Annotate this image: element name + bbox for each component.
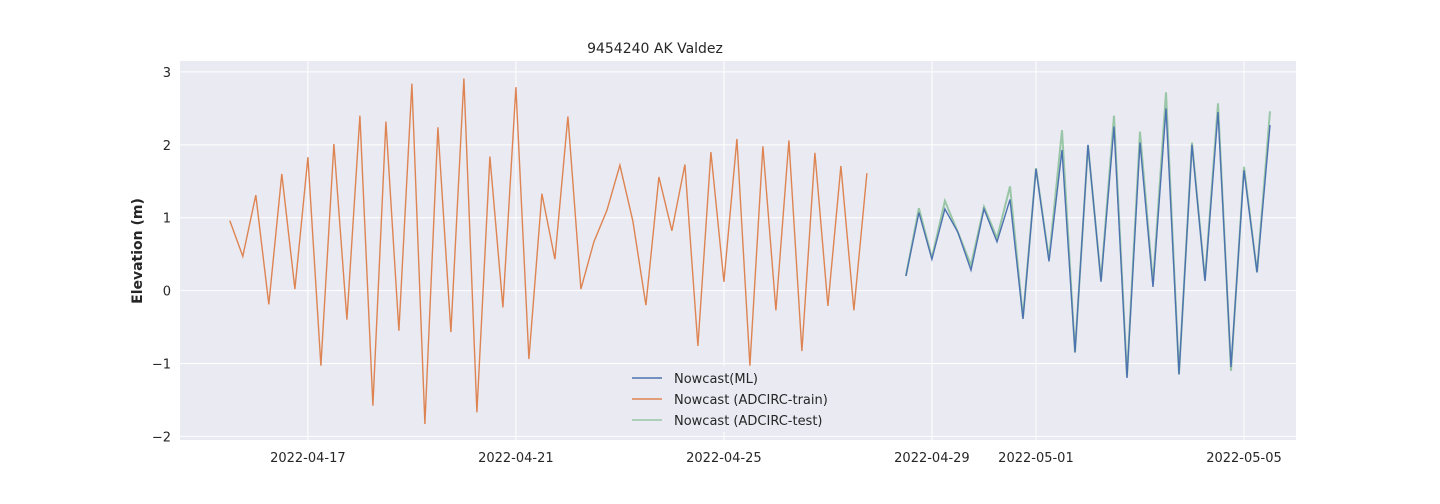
y-tick-label: 1 (163, 212, 171, 227)
grid-lines (180, 61, 1296, 440)
legend-box (621, 366, 852, 432)
legend-label: Nowcast (ADCIRC-train) (674, 393, 828, 408)
y-tick-label: 3 (163, 66, 171, 81)
series-lines (229, 78, 1271, 425)
legend: Nowcast(ML) Nowcast (ADCIRC-train) Nowcast… (621, 366, 852, 432)
x-tick-label: 2022-05-01 (998, 451, 1074, 466)
y-tick-label: −2 (152, 430, 171, 445)
x-tick-label: 2022-04-25 (686, 451, 762, 466)
x-tick-label: 2022-05-05 (1206, 451, 1282, 466)
x-tick-label: 2022-04-21 (478, 451, 554, 466)
y-axis-label: Elevation (m) (130, 198, 146, 304)
series-line-ml (905, 108, 1271, 379)
y-axis-ticks: −2 −1 0 1 2 3 (152, 66, 171, 445)
y-tick-label: 2 (163, 139, 171, 154)
y-tick-label: −1 (152, 357, 171, 372)
y-tick-label: 0 (163, 285, 171, 300)
x-axis-ticks: 2022-04-17 2022-04-21 2022-04-25 2022-04-29… (270, 451, 1282, 466)
chart-title: 9454240 AK Valdez (587, 41, 723, 57)
series-line-adcirc-train (229, 78, 868, 425)
legend-label: Nowcast(ML) (674, 372, 758, 387)
x-tick-label: 2022-04-17 (270, 451, 346, 466)
legend-label: Nowcast (ADCIRC-test) (674, 414, 823, 429)
x-tick-label: 2022-04-29 (894, 451, 970, 466)
